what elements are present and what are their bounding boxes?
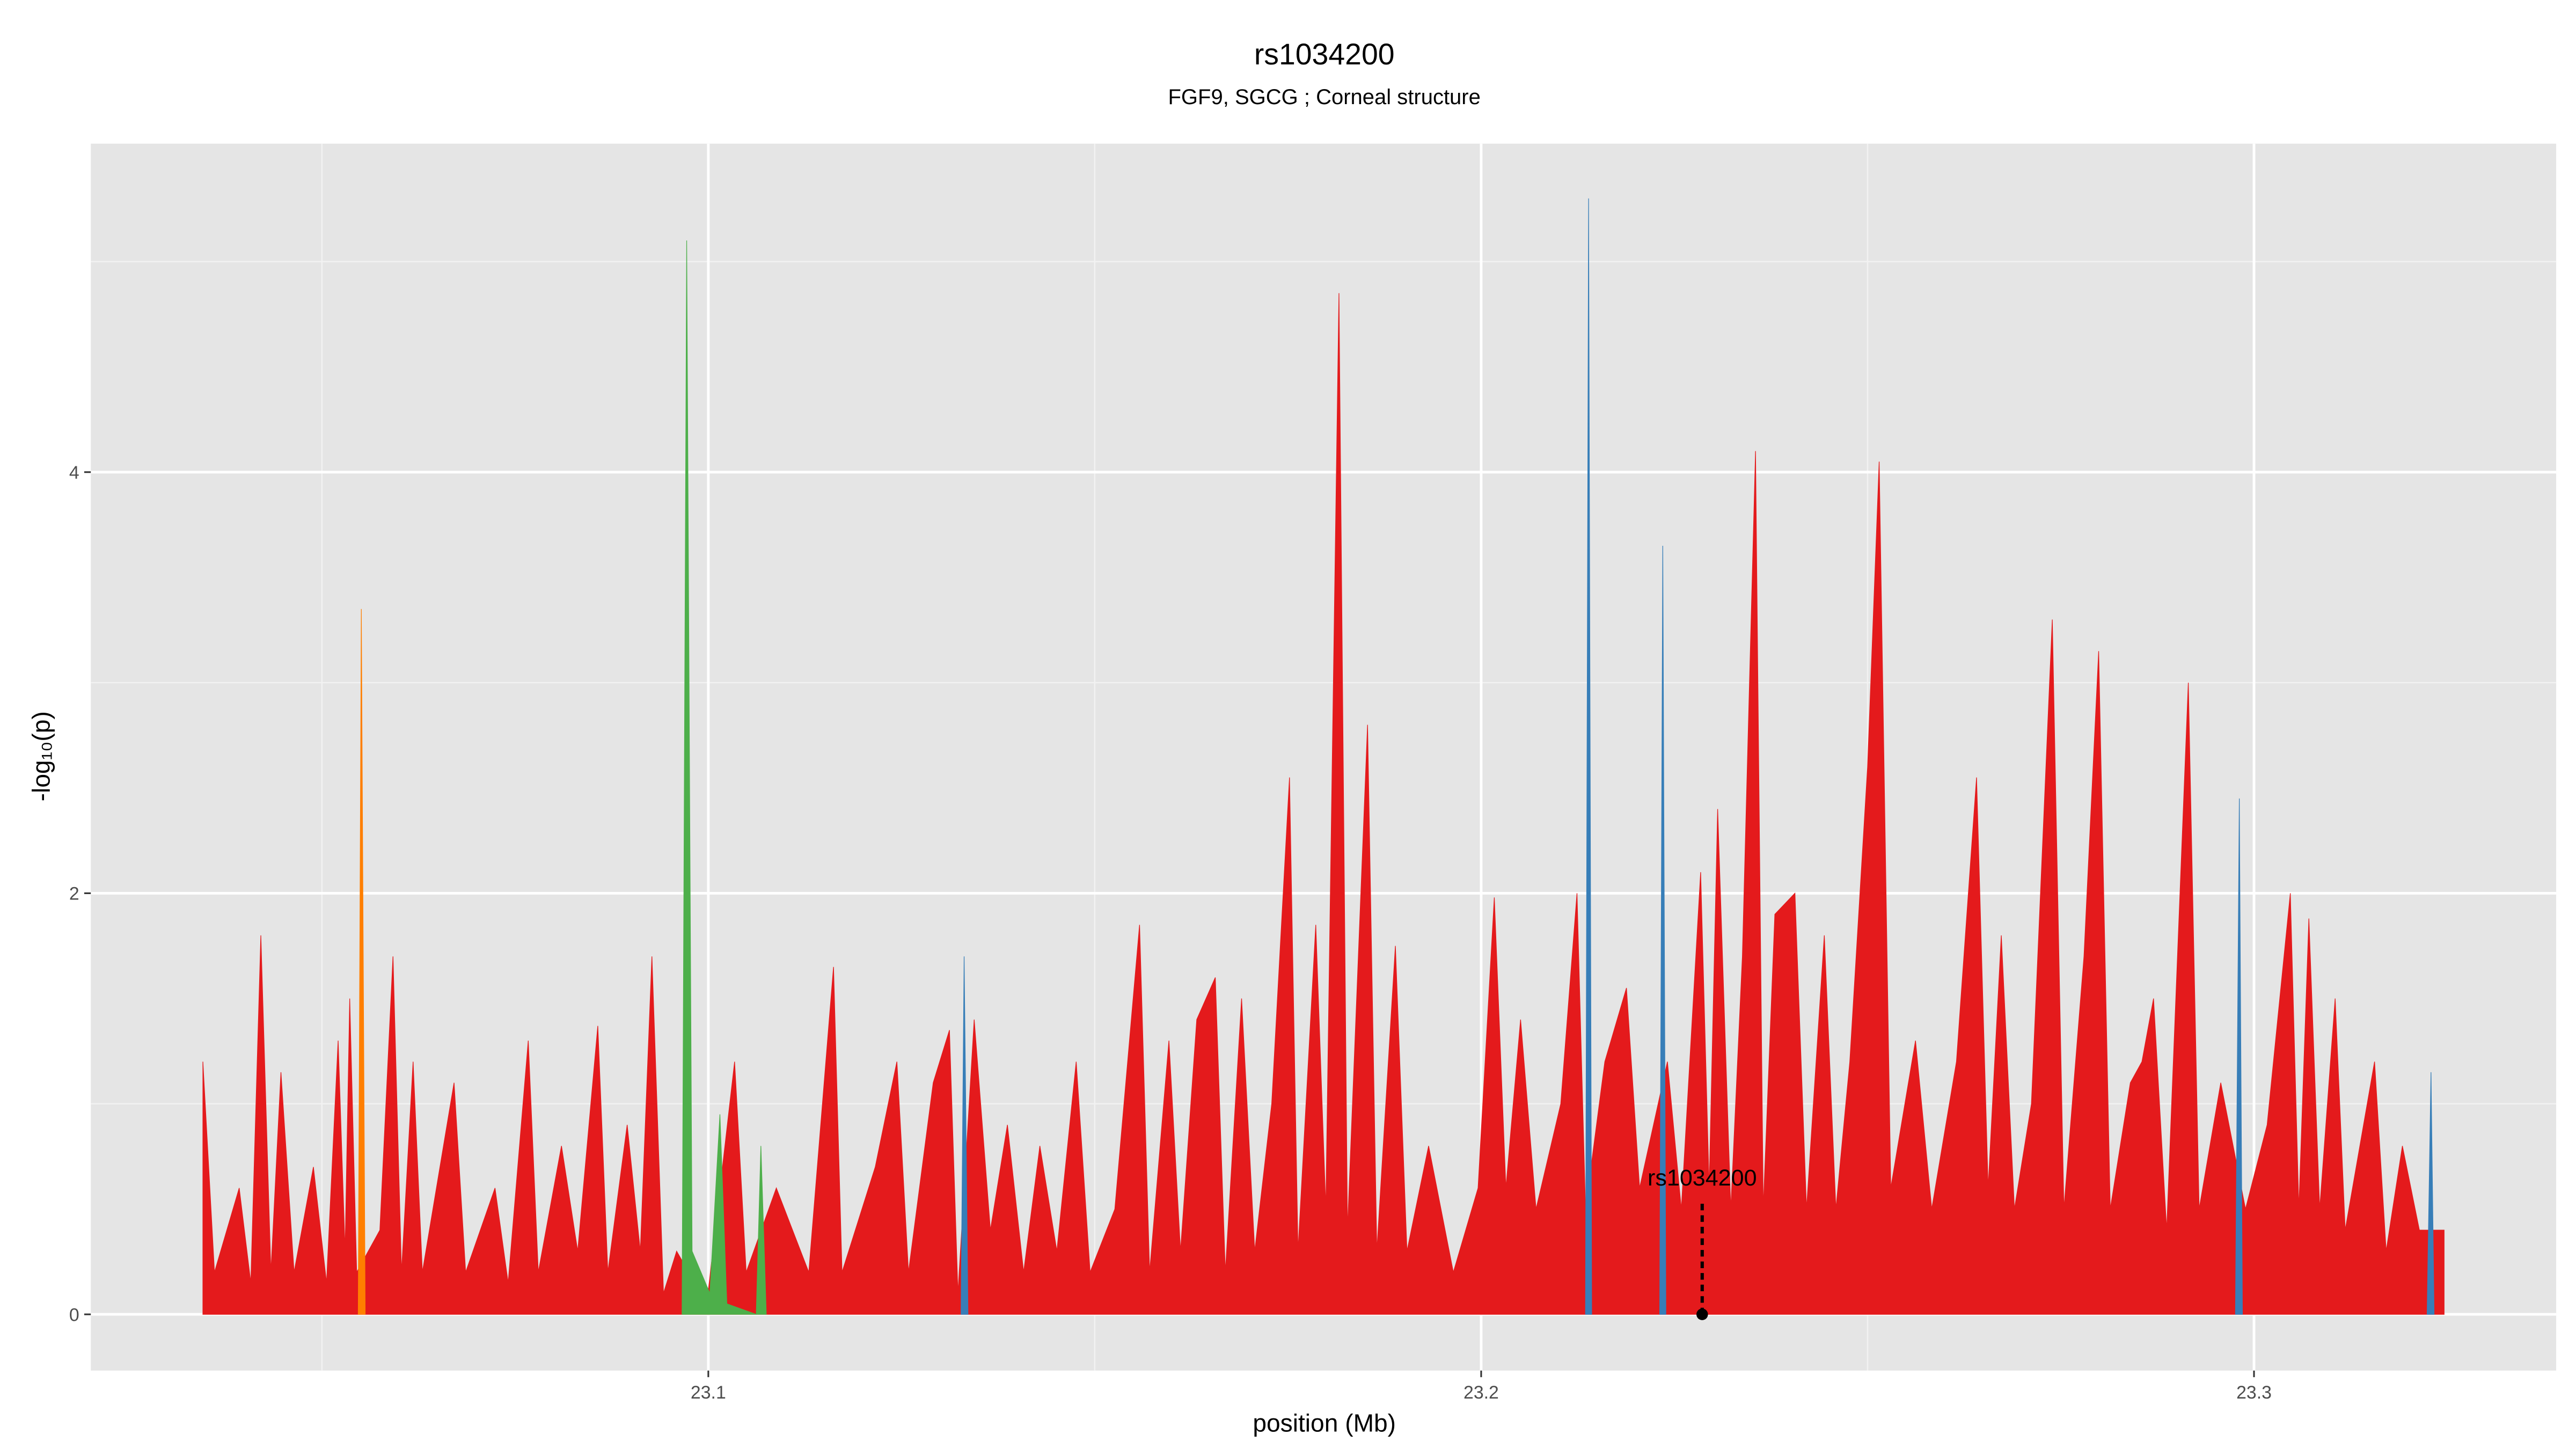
annotation-label: rs1034200 bbox=[1648, 1165, 1757, 1191]
marks: rs1034200 bbox=[202, 198, 2445, 1320]
x-tick-label: 23.3 bbox=[2236, 1382, 2272, 1403]
y-tick-label: 4 bbox=[69, 463, 79, 483]
axes: 23.1 23.2 23.3 0 2 4 bbox=[69, 463, 2272, 1403]
chart-title: rs1034200 bbox=[1254, 38, 1395, 71]
y-axis-title: -log₁₀(p) bbox=[27, 711, 55, 801]
area-series bbox=[682, 240, 767, 1315]
area-series bbox=[202, 293, 2445, 1315]
area-series bbox=[357, 609, 366, 1315]
annotation-point bbox=[1696, 1308, 1708, 1320]
x-tick-label: 23.1 bbox=[691, 1382, 726, 1403]
x-axis-title: position (Mb) bbox=[1253, 1409, 1396, 1437]
y-tick-label: 0 bbox=[69, 1305, 79, 1325]
chart-subtitle: FGF9, SGCG ; Corneal structure bbox=[1168, 85, 1480, 109]
x-tick-label: 23.2 bbox=[1463, 1382, 1499, 1403]
y-tick-label: 2 bbox=[69, 884, 79, 904]
area-series bbox=[961, 198, 2435, 1315]
